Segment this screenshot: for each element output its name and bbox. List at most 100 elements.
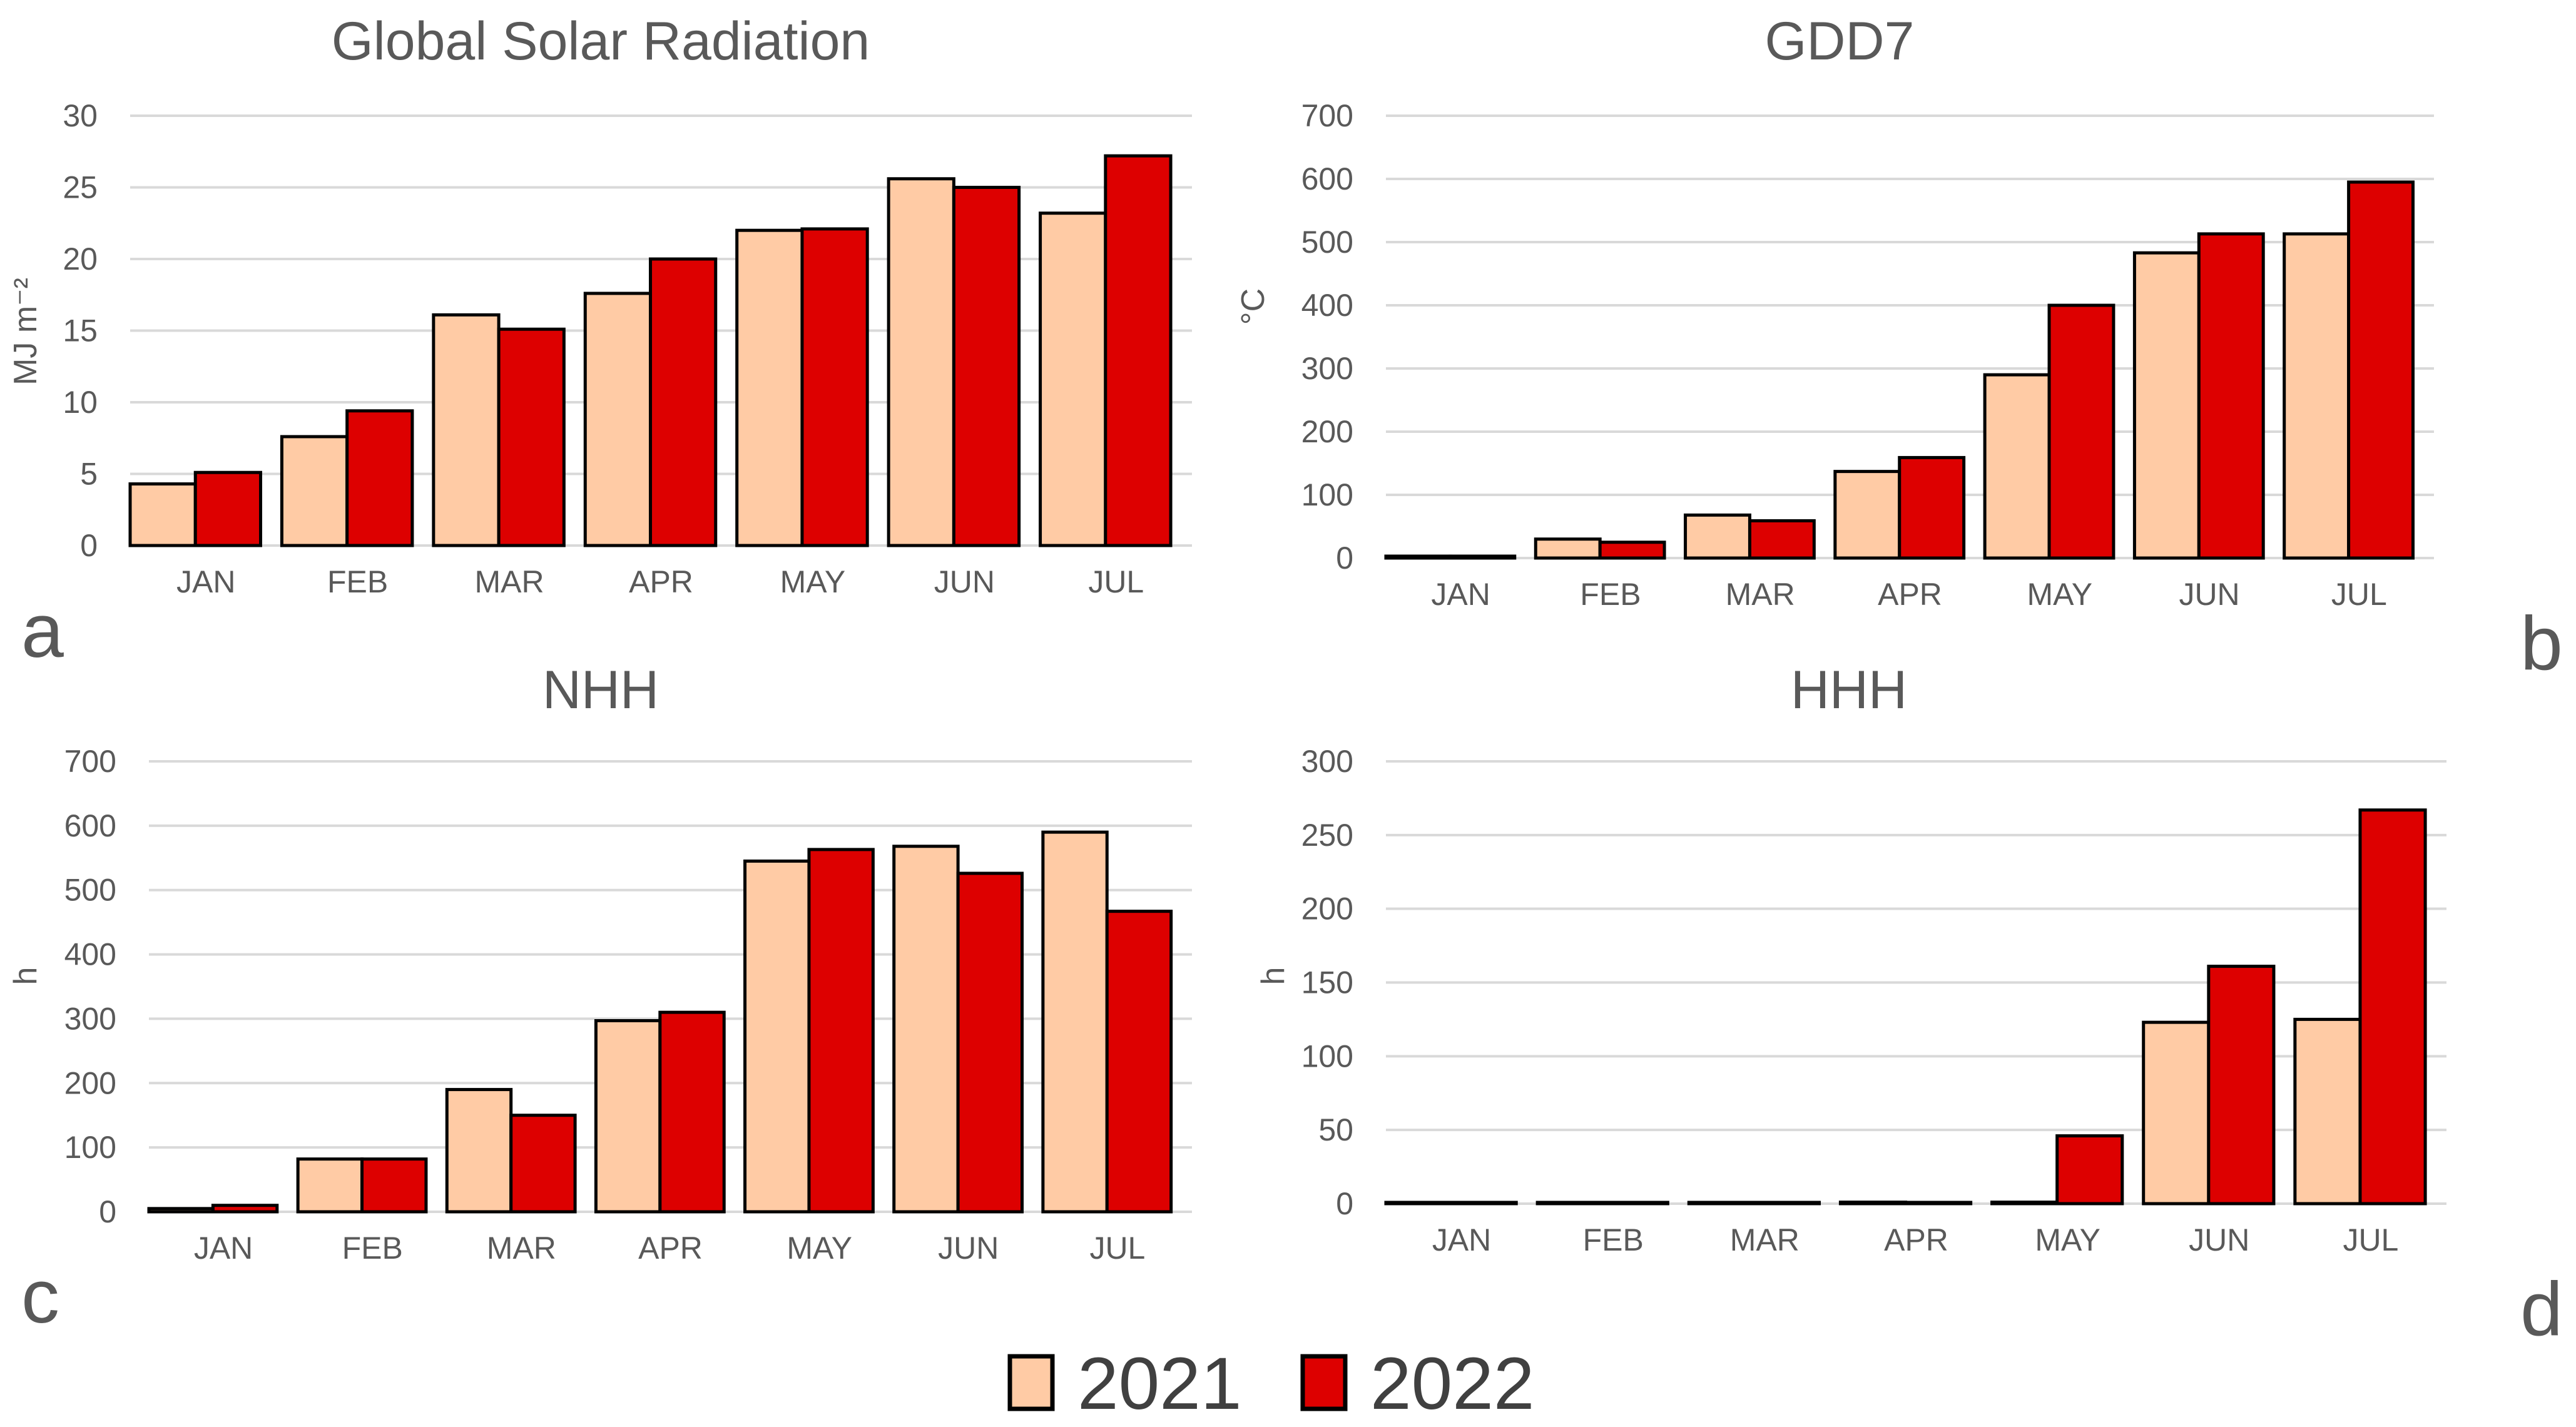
bar-2022-jun (956, 871, 1024, 1214)
x-tick-label: FEB (1583, 1222, 1644, 1257)
chart-title: HHH (1791, 660, 1907, 720)
bar-2021-mar (1684, 513, 1751, 560)
bar-2022-feb (345, 409, 414, 547)
bar-2022-mar (1752, 1201, 1821, 1206)
y-tick-label: 50 (1318, 1112, 1353, 1147)
x-tick-label: JUN (2179, 577, 2239, 612)
bar-2021-mar (445, 1088, 513, 1214)
bar-2021-may (743, 859, 811, 1214)
legend-label-2021: 2021 (1077, 1343, 1242, 1425)
chart-title: NHH (542, 660, 659, 720)
x-tick-label: JUN (934, 564, 995, 599)
y-tick-label: 500 (64, 873, 116, 908)
chart-title: Global Solar Radiation (332, 11, 870, 71)
y-tick-label: 600 (64, 808, 116, 843)
bar-2021-jan (128, 482, 197, 547)
x-tick-label: MAY (2027, 577, 2092, 612)
bar-2022-may (807, 848, 875, 1214)
bar-2022-apr (1904, 1201, 1973, 1206)
y-tick-label: 200 (1301, 891, 1353, 927)
bar-2022-jul (1104, 154, 1173, 547)
bar-2022-apr (649, 257, 718, 547)
bar-2021-feb (1535, 1201, 1604, 1206)
y-tick-label: 150 (1301, 965, 1353, 1000)
bar-2021-mar (432, 313, 501, 547)
y-tick-label: 200 (64, 1065, 116, 1100)
bar-2022-mar (497, 327, 566, 547)
x-tick-label: JUL (1089, 1231, 1145, 1266)
bar-2021-jul (1041, 830, 1109, 1214)
y-axis-label: MJ m⁻² (8, 278, 44, 385)
panel-letter-a: a (21, 588, 64, 673)
bar-2022-may (2047, 303, 2115, 560)
panel-letter-c: c (21, 1254, 59, 1339)
y-tick-label: 5 (80, 457, 98, 492)
bar-2021-feb (296, 1157, 364, 1214)
x-tick-label: JAN (194, 1231, 253, 1266)
x-tick-label: MAR (1726, 577, 1795, 612)
bar-2022-jun (952, 186, 1021, 547)
x-tick-label: JUL (2343, 1222, 2398, 1257)
bar-2021-jun (2132, 251, 2201, 560)
y-tick-label: 300 (1301, 744, 1353, 779)
x-tick-label: MAR (475, 564, 544, 599)
x-tick-label: JUL (1088, 564, 1144, 599)
y-tick-label: 300 (1301, 351, 1353, 386)
x-tick-label: APR (1878, 577, 1942, 612)
y-axis-label: h (1255, 967, 1291, 985)
x-tick-label: JAN (176, 564, 235, 599)
bar-2022-jul (2358, 808, 2427, 1206)
bar-2021-feb (280, 435, 349, 547)
bar-2021-apr (594, 1019, 662, 1214)
y-tick-label: 30 (63, 98, 98, 133)
x-tick-label: APR (629, 564, 693, 599)
x-tick-label: APR (1884, 1222, 1948, 1257)
bar-2021-mar (1687, 1201, 1756, 1206)
x-tick-label: JAN (1432, 1222, 1491, 1257)
panel-letter-b: b (2520, 601, 2563, 686)
y-tick-label: 200 (1301, 414, 1353, 449)
bar-2022-jun (2207, 965, 2276, 1206)
panel-letter-d: d (2520, 1266, 2563, 1351)
bar-2022-jan (1448, 554, 1517, 560)
chart-title: GDD7 (1765, 11, 1915, 71)
bar-2021-jan (147, 1207, 215, 1214)
bar-2021-apr (583, 292, 653, 547)
bar-2021-jan (1384, 554, 1452, 560)
y-tick-label: 100 (64, 1130, 116, 1165)
legend-swatch-2022 (1300, 1354, 1348, 1411)
bar-2022-feb (1598, 541, 1666, 560)
bar-2021-may (1983, 373, 2051, 560)
chart-gdd7: 0 100 200 300 400 500 600 700 JAN FEB MAR APR MAY JUN… (1235, 11, 2434, 612)
y-tick-label: 100 (1301, 1039, 1353, 1074)
legend: 2021 2022 (1007, 1343, 1535, 1425)
bar-2021-apr (1833, 470, 1901, 560)
bar-2022-jul (2347, 180, 2415, 560)
y-tick-label: 400 (1301, 288, 1353, 323)
bar-2022-jan (1449, 1201, 1518, 1206)
bar-2021-jul (1039, 211, 1107, 547)
y-tick-label: 100 (1301, 477, 1353, 512)
y-tick-label: 300 (64, 1001, 116, 1036)
bar-2022-apr (1898, 455, 1966, 560)
y-axis-label: °C (1235, 288, 1271, 325)
x-tick-label: FEB (327, 564, 388, 599)
bar-2021-jul (2293, 1017, 2362, 1206)
bar-2022-mar (509, 1114, 577, 1214)
bar-2021-may (735, 228, 804, 547)
x-tick-label: JUN (2189, 1222, 2249, 1257)
y-tick-label: 15 (63, 313, 98, 348)
legend-label-2022: 2022 (1370, 1343, 1535, 1425)
y-tick-label: 400 (64, 937, 116, 972)
y-tick-label: 700 (1301, 98, 1353, 133)
bar-2022-feb (360, 1157, 428, 1214)
x-tick-label: MAR (487, 1231, 556, 1266)
bar-2022-feb (1601, 1201, 1669, 1206)
y-tick-label: 10 (63, 385, 98, 420)
x-tick-label: MAY (780, 564, 846, 599)
bar-2022-jun (2197, 232, 2265, 560)
x-tick-label: JAN (1431, 577, 1490, 612)
y-tick-label: 0 (1336, 1186, 1353, 1221)
chart-nhh: 0 100 200 300 400 500 600 700 JAN FEB MAR APR MAY JUN… (8, 660, 1192, 1266)
